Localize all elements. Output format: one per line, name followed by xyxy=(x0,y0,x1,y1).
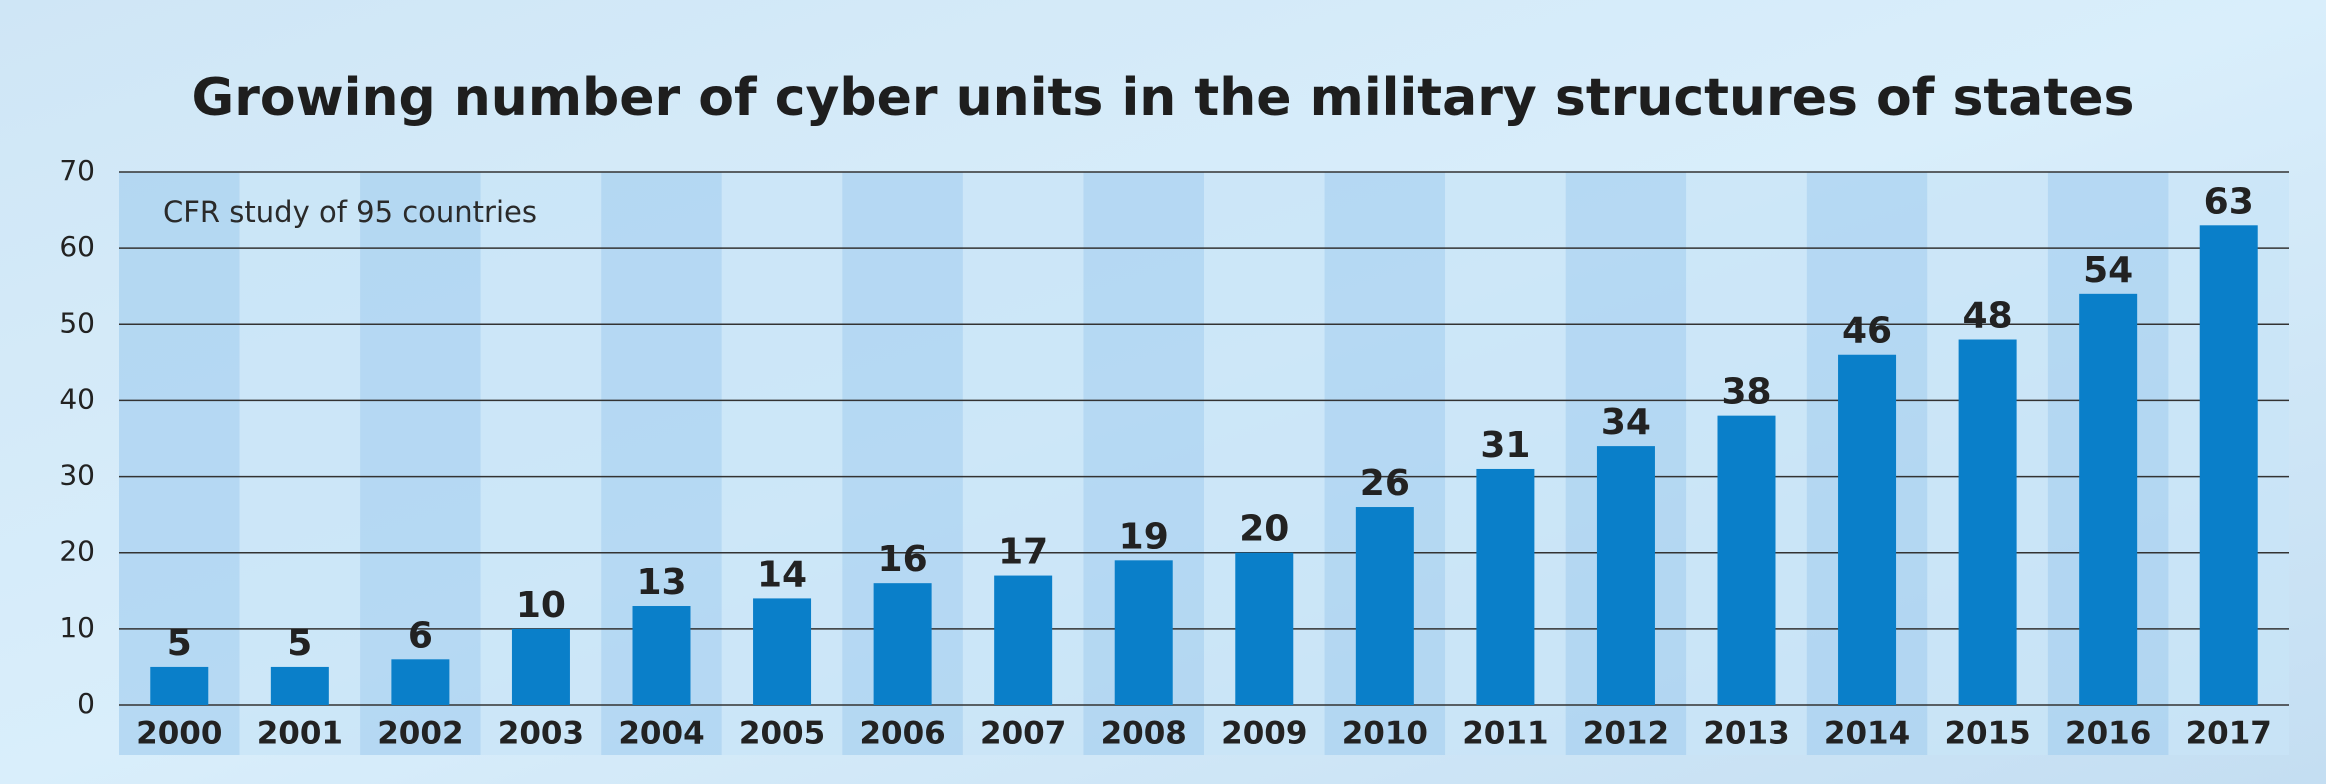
bar xyxy=(753,598,812,705)
value-label: 14 xyxy=(757,554,807,595)
y-tick-label: 10 xyxy=(59,611,95,644)
y-tick-label: 40 xyxy=(59,382,95,415)
x-tick-label: 2012 xyxy=(1583,716,1669,752)
bar xyxy=(1958,339,2017,705)
column-band xyxy=(119,172,240,755)
x-tick-label: 2001 xyxy=(257,716,343,752)
y-tick-label: 20 xyxy=(59,535,95,568)
x-tick-label: 2010 xyxy=(1342,716,1428,752)
bar xyxy=(2199,225,2258,706)
x-tick-label: 2009 xyxy=(1221,716,1307,752)
bar xyxy=(873,583,932,705)
bar xyxy=(391,659,450,705)
y-tick-label: 50 xyxy=(59,306,95,339)
value-label: 34 xyxy=(1601,402,1651,443)
bar xyxy=(1838,354,1897,705)
value-label: 13 xyxy=(636,562,686,603)
value-label: 20 xyxy=(1239,509,1289,550)
x-tick-label: 2000 xyxy=(136,716,222,752)
y-tick-label: 30 xyxy=(59,459,95,492)
bar xyxy=(2079,293,2138,705)
grid xyxy=(119,171,2289,706)
y-tick-label: 60 xyxy=(59,230,95,263)
value-label: 19 xyxy=(1119,516,1169,557)
value-label: 10 xyxy=(516,585,566,626)
bar xyxy=(1476,468,1535,705)
x-tick-label: 2005 xyxy=(739,716,825,752)
value-label: 17 xyxy=(998,532,1048,573)
bar xyxy=(270,666,329,705)
value-label: 46 xyxy=(1842,311,1892,352)
column-band xyxy=(360,172,481,755)
x-tick-label: 2004 xyxy=(618,716,704,752)
bar xyxy=(1717,415,1776,705)
x-tick-label: 2015 xyxy=(1944,716,2030,752)
chart-title: Growing number of cyber units in the mil… xyxy=(192,68,2135,128)
value-label: 48 xyxy=(1963,296,2013,337)
annotation: CFR study of 95 countries xyxy=(163,195,537,229)
y-tick-label: 0 xyxy=(77,687,95,720)
x-tick-label: 2017 xyxy=(2186,716,2272,752)
bar xyxy=(1235,552,1294,705)
x-tick-label: 2003 xyxy=(498,716,584,752)
x-tick-label: 2007 xyxy=(980,716,1066,752)
bar xyxy=(632,606,691,705)
bar xyxy=(1355,507,1414,705)
column-band xyxy=(239,172,361,755)
x-tick-label: 2013 xyxy=(1703,716,1789,752)
value-label: 31 xyxy=(1480,425,1530,466)
value-label: 26 xyxy=(1360,463,1410,504)
bar xyxy=(994,575,1053,705)
y-tick-label: 70 xyxy=(59,154,95,187)
bar xyxy=(150,666,209,705)
bar xyxy=(1114,560,1173,705)
bar xyxy=(511,628,570,705)
value-label: 54 xyxy=(2083,250,2133,291)
x-tick-label: 2006 xyxy=(859,716,945,752)
value-label: 5 xyxy=(287,623,312,664)
x-tick-label: 2016 xyxy=(2065,716,2151,752)
value-label: 16 xyxy=(878,539,928,580)
x-tick-label: 2011 xyxy=(1462,716,1548,752)
x-tick-label: 2002 xyxy=(377,716,463,752)
value-label: 5 xyxy=(167,623,192,664)
x-tick-label: 2014 xyxy=(1824,716,1910,752)
x-tick-label: 2008 xyxy=(1101,716,1187,752)
value-label: 63 xyxy=(2204,181,2254,222)
value-label: 38 xyxy=(1721,372,1771,413)
value-label: 6 xyxy=(408,615,433,656)
bar xyxy=(1596,446,1655,705)
